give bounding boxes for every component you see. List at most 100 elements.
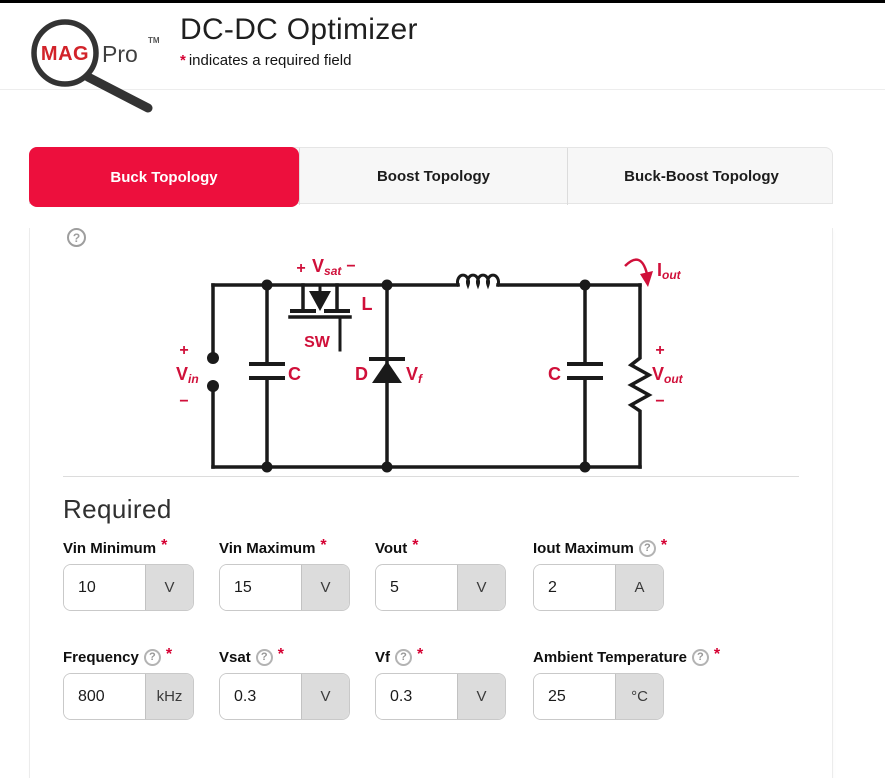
field-ambient-temperature: Ambient Temperature ? * °C xyxy=(533,646,720,720)
required-asterisk: * xyxy=(412,537,419,554)
tab-boost-topology[interactable]: Boost Topology xyxy=(299,148,567,205)
buck-circuit-diagram: + Vsat − SW L C D Vf C + Vin − Iout + Vo… xyxy=(120,228,799,473)
vin-minus-sign: − xyxy=(179,393,188,410)
field-label-row: Vin Minimum * xyxy=(63,537,194,557)
logo-pro-text: Pro xyxy=(102,41,138,67)
ambient-temperature-input[interactable] xyxy=(534,674,615,719)
field-label-row: Ambient Temperature ? * xyxy=(533,646,720,666)
ambient-temperature-help-icon[interactable]: ? xyxy=(691,648,709,666)
tab-buck-topology[interactable]: Buck Topology xyxy=(29,147,299,207)
form-row-1: Vin Minimum * V Vin Maximum * V Vout * xyxy=(63,537,799,611)
vsat-help-icon[interactable]: ? xyxy=(255,648,273,666)
diagram-help-icon[interactable]: ? xyxy=(67,228,86,247)
vout-input-group: V xyxy=(375,564,506,611)
required-asterisk: * xyxy=(660,537,668,554)
vout-label: Vout xyxy=(375,539,408,557)
vout-minus-sign: − xyxy=(655,393,664,410)
vsat-input[interactable] xyxy=(220,674,301,719)
vout-unit: V xyxy=(457,565,505,610)
iout-maximum-input-group: A xyxy=(533,564,664,611)
vout-input[interactable] xyxy=(376,565,457,610)
load-resistor xyxy=(627,283,653,469)
vin-maximum-input-group: V xyxy=(219,564,350,611)
header-text-block: DC-DC Optimizer * indicates a required fi… xyxy=(0,3,885,69)
field-label-row: Vsat ? * xyxy=(219,646,350,666)
magnifier-lens xyxy=(31,19,99,87)
circuit-nodes xyxy=(207,279,591,473)
iout-maximum-unit: A xyxy=(615,565,663,610)
vf-input-group: V xyxy=(375,673,506,720)
iout-maximum-label: Iout Maximum xyxy=(533,539,634,557)
section-divider xyxy=(63,476,799,477)
topology-tabs: Buck Topology Boost Topology Buck-Boost … xyxy=(29,147,835,207)
frequency-help-icon[interactable]: ? xyxy=(143,648,161,666)
required-asterisk: * xyxy=(277,646,284,663)
diode-label: D xyxy=(355,364,368,384)
frequency-input[interactable] xyxy=(64,674,145,719)
field-label-row: Iout Maximum ? * xyxy=(533,537,668,557)
diode-triangle xyxy=(372,361,402,383)
ambient-temperature-unit: °C xyxy=(615,674,663,719)
input-terminal-dot xyxy=(207,352,219,364)
required-asterisk: * xyxy=(713,646,721,663)
iout-label: Iout xyxy=(657,260,682,282)
vsat-label: Vsat xyxy=(219,648,251,666)
inductor-label: L xyxy=(362,294,373,314)
required-field-note: * indicates a required field xyxy=(180,52,885,69)
required-asterisk: * xyxy=(165,646,173,663)
junction-dot xyxy=(579,461,591,473)
output-cap-label: C xyxy=(548,364,561,384)
junction-dot xyxy=(381,461,393,473)
required-section-title: Required xyxy=(63,494,172,524)
circuit-svg: + Vsat − SW L C D Vf C + Vin − Iout + Vo… xyxy=(176,256,684,473)
field-iout-maximum: Iout Maximum ? * A xyxy=(533,537,668,611)
vsat-unit: V xyxy=(301,674,349,719)
iout-arrowhead xyxy=(640,271,653,287)
input-cap-plates xyxy=(249,362,285,380)
field-vin-maximum: Vin Maximum * V xyxy=(219,537,350,611)
vin-minimum-input[interactable] xyxy=(64,565,145,610)
required-asterisk: * xyxy=(417,646,424,663)
magpro-logo: MAG Pro TM xyxy=(31,19,160,113)
logo-mag-text: MAG xyxy=(41,43,89,65)
junction-dot xyxy=(261,279,273,291)
vf-label: Vf xyxy=(375,648,390,666)
vf-input[interactable] xyxy=(376,674,457,719)
vin-label: Vin xyxy=(176,364,199,386)
field-vsat: Vsat ? * V xyxy=(219,646,350,720)
vin-maximum-unit: V xyxy=(301,565,349,610)
vin-maximum-input[interactable] xyxy=(220,565,301,610)
field-vf: Vf ? * V xyxy=(375,646,506,720)
form-row-2: Frequency ? * kHz Vsat ? * V Vf ? xyxy=(63,646,799,720)
frequency-label: Frequency xyxy=(63,648,139,666)
page-title: DC-DC Optimizer xyxy=(180,13,418,46)
vin-minimum-unit: V xyxy=(145,565,193,610)
junction-dot xyxy=(579,279,591,291)
iout-maximum-input[interactable] xyxy=(534,565,615,610)
vsat-label: Vsat xyxy=(312,256,342,278)
vf-label: Vf xyxy=(406,364,423,386)
required-asterisk: * xyxy=(161,537,168,554)
vin-plus-sign: + xyxy=(179,342,188,359)
iout-maximum-help-icon[interactable]: ? xyxy=(638,539,656,557)
iout-arrow-curve xyxy=(624,258,649,275)
buck-topology-panel: ? xyxy=(29,228,833,778)
junction-dot xyxy=(261,461,273,473)
vin-minimum-input-group: V xyxy=(63,564,194,611)
vf-unit: V xyxy=(457,674,505,719)
required-asterisk: * xyxy=(320,537,327,554)
field-label-row: Vf ? * xyxy=(375,646,506,666)
tab-buck-boost-topology[interactable]: Buck-Boost Topology xyxy=(567,148,835,205)
circuit-wires xyxy=(211,273,653,469)
logo-tm-text: TM xyxy=(148,36,160,45)
vsat-input-group: V xyxy=(219,673,350,720)
page-header: MAG Pro TM DC-DC Optimizer * indicates a … xyxy=(0,3,885,113)
vf-help-icon[interactable]: ? xyxy=(395,648,412,666)
vin-minimum-label: Vin Minimum xyxy=(63,539,157,557)
ambient-temperature-label: Ambient Temperature xyxy=(533,648,687,666)
required-note-asterisk: * xyxy=(180,52,186,69)
field-label-row: Vin Maximum * xyxy=(219,537,350,557)
output-cap-plates xyxy=(567,362,603,380)
iout-arrow xyxy=(624,258,653,287)
field-frequency: Frequency ? * kHz xyxy=(63,646,194,720)
